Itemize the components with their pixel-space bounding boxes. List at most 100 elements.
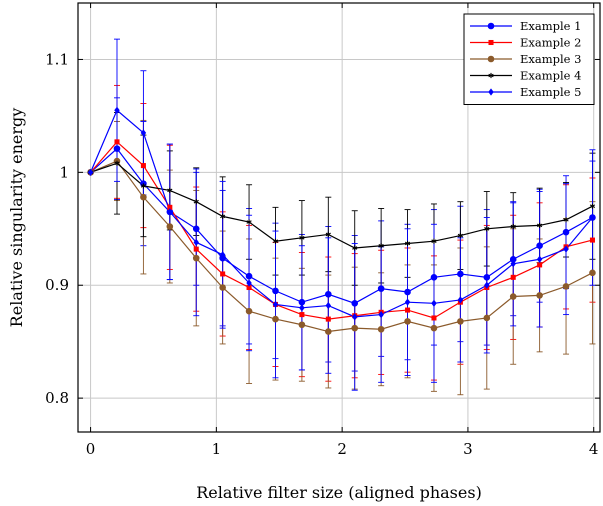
data-point (325, 328, 332, 335)
y-tick-label: 0.9 (45, 276, 69, 294)
data-point (488, 72, 494, 79)
data-point (219, 251, 226, 259)
data-point (562, 228, 570, 236)
data-point (487, 22, 495, 30)
data-point (404, 240, 411, 247)
data-point (488, 88, 494, 96)
series-line (90, 141, 593, 320)
star-stroke (457, 233, 463, 238)
data-point (246, 219, 252, 225)
legend-label: Example 3 (520, 52, 581, 66)
data-point (272, 238, 279, 244)
data-point (325, 301, 332, 310)
star-stroke (352, 246, 358, 250)
data-point (377, 325, 385, 333)
data-point (246, 279, 252, 287)
data-point (378, 310, 384, 319)
data-point (562, 283, 570, 290)
data-point (589, 203, 596, 209)
data-point (536, 292, 543, 299)
data-point (404, 318, 411, 325)
data-point (457, 318, 464, 325)
legend-label: Example 4 (520, 69, 581, 83)
legend: Example 1 Example 2 Example 3 Example 4 Exam… (463, 13, 595, 105)
data-point (537, 262, 543, 268)
data-point (589, 269, 596, 277)
data-point (167, 187, 173, 194)
data-point (351, 300, 359, 307)
legend-label: Example 1 (520, 19, 581, 33)
data-point (509, 293, 517, 300)
data-point (140, 193, 147, 201)
data-point (299, 235, 305, 241)
data-point (537, 222, 543, 229)
data-point (457, 232, 463, 239)
star-stroke (114, 161, 120, 166)
data-point (563, 245, 569, 253)
plot-frame (77, 2, 601, 433)
star-stroke (537, 223, 543, 228)
star-stroke (299, 236, 305, 240)
data-point (113, 145, 121, 152)
data-point (487, 55, 495, 63)
y-axis-label: Relative singularity energy (7, 108, 26, 328)
data-point (351, 313, 358, 321)
data-point (245, 272, 253, 280)
data-point (114, 106, 120, 114)
series-markers (87, 106, 596, 335)
data-point (299, 312, 305, 318)
data-point (325, 290, 332, 298)
data-point (114, 139, 120, 145)
data-point (193, 199, 199, 205)
star-stroke (193, 199, 199, 204)
data-point (404, 298, 411, 306)
star-stroke (246, 220, 252, 224)
data-point (245, 307, 253, 315)
data-point (87, 168, 94, 176)
data-point (272, 300, 279, 309)
y-tick-label: 0.8 (45, 389, 69, 407)
data-point (483, 274, 491, 281)
data-point (484, 226, 490, 232)
data-point (351, 324, 359, 332)
series-line (90, 160, 593, 333)
x-tick-label: 4 (589, 440, 599, 458)
data-point (166, 223, 174, 230)
data-point (140, 129, 147, 137)
star-stroke (510, 224, 516, 229)
star-stroke (563, 217, 569, 222)
data-point (192, 225, 200, 233)
data-point (431, 315, 437, 321)
data-point (114, 160, 120, 166)
star-stroke (589, 204, 596, 208)
x-tick-label: 0 (86, 440, 96, 458)
data-point (377, 285, 385, 292)
data-point (167, 204, 173, 210)
data-point (192, 254, 200, 262)
data-point (193, 246, 199, 252)
data-point (510, 223, 516, 230)
tick-labels: 0 1 2 3 4 0.8 0.9 1 1.1 (45, 50, 598, 458)
star-stroke (431, 239, 437, 243)
data-point (536, 242, 543, 250)
data-point (430, 274, 438, 281)
star-stroke (220, 214, 226, 219)
data-point (405, 307, 411, 313)
data-point (325, 231, 331, 238)
data-point (483, 314, 491, 322)
data-point (431, 299, 437, 307)
star-stroke (378, 243, 384, 248)
data-point (167, 208, 173, 216)
data-point (219, 284, 226, 291)
data-point (220, 271, 226, 277)
data-point (246, 284, 252, 291)
data-point (457, 270, 464, 278)
data-point (325, 316, 331, 322)
x-tick-label: 3 (463, 440, 473, 458)
data-point (536, 255, 543, 263)
data-point (140, 183, 147, 189)
star-stroke (167, 188, 173, 193)
data-point (510, 260, 516, 268)
data-point (510, 274, 516, 280)
